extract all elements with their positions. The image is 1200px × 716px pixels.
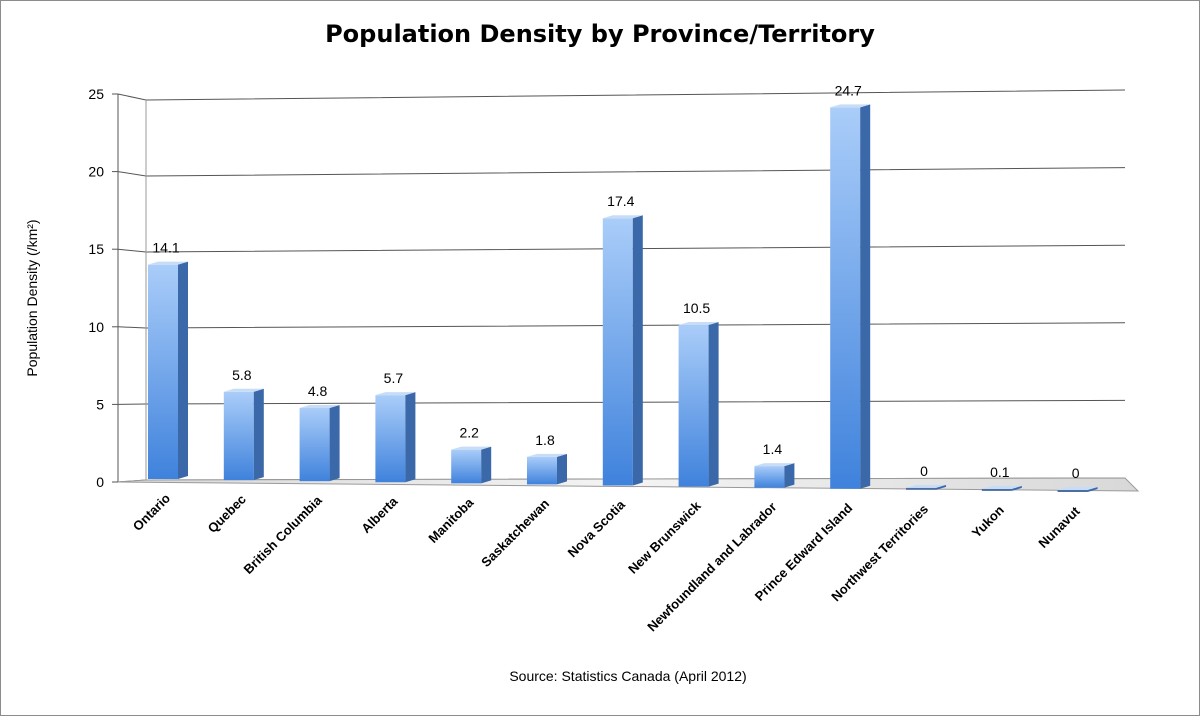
data-label: 24.7 — [835, 82, 862, 98]
x-tick-label: Nunavut — [1035, 503, 1083, 551]
y-tick-label: 20 — [88, 164, 104, 180]
bar-top-12 — [1057, 487, 1098, 490]
bar-front-11 — [981, 488, 1012, 491]
bar-front-0 — [148, 264, 178, 479]
data-label: 14.1 — [152, 240, 179, 256]
x-tick-label: Ontario — [130, 490, 173, 533]
bar-front-2 — [299, 407, 330, 482]
bar-top-11 — [981, 485, 1022, 489]
bar-front-9 — [830, 107, 861, 489]
bar-top-9 — [830, 104, 871, 108]
y-tick-label: 15 — [88, 241, 104, 257]
bar-top-8 — [754, 463, 795, 467]
gridline — [117, 89, 1126, 101]
y-tick-label: 5 — [96, 396, 104, 412]
bar-top-4 — [451, 446, 492, 450]
bar-side-10 — [936, 484, 946, 490]
y-tick-label: 10 — [88, 319, 104, 335]
x-tick-label: New Brunswick — [625, 498, 704, 577]
data-label: 0.1 — [990, 464, 1010, 480]
x-tick-label: Alberta — [358, 493, 401, 536]
bar-front-8 — [754, 466, 785, 488]
source-note: Source: Statistics Canada (April 2012) — [509, 668, 747, 684]
x-tick-label: Manitoba — [425, 494, 476, 545]
bar-side-2 — [329, 404, 340, 482]
bar-side-4 — [481, 446, 492, 484]
data-label: 1.4 — [763, 441, 783, 457]
data-label: 0 — [1072, 465, 1080, 481]
bar-side-9 — [860, 104, 871, 489]
bar-top-10 — [906, 484, 946, 488]
bar-front-5 — [527, 456, 557, 485]
x-tick-label: Saskatchewan — [478, 496, 552, 570]
bar-front-10 — [906, 487, 936, 490]
bar-front-1 — [223, 391, 254, 481]
bar-front-3 — [375, 395, 406, 483]
data-label: 1.8 — [535, 432, 555, 448]
y-tick-label: 25 — [88, 86, 104, 102]
bar-front-6 — [602, 218, 633, 486]
bar-side-0 — [178, 261, 188, 479]
x-tick-label: Yukon — [969, 502, 1007, 540]
gridline — [117, 167, 1126, 177]
bar-top-0 — [148, 261, 188, 265]
data-label: 2.2 — [459, 425, 479, 441]
bar-side-3 — [405, 392, 416, 483]
x-tick-label: Quebec — [205, 492, 249, 536]
bar-top-2 — [299, 404, 340, 408]
bar-side-6 — [632, 215, 643, 486]
data-label: 5.8 — [232, 367, 252, 383]
data-label: 5.7 — [384, 370, 404, 386]
bar-side-12 — [1087, 487, 1098, 492]
bar-side-5 — [557, 453, 567, 485]
bar-front-4 — [451, 449, 482, 484]
bar-side-11 — [1011, 485, 1022, 491]
bar-front-7 — [678, 325, 709, 487]
bar-top-3 — [375, 392, 416, 396]
x-tick-label: Newfoundland and Labrador — [644, 499, 779, 634]
bar-top-1 — [223, 388, 264, 392]
x-tick-label: British Columbia — [241, 492, 326, 577]
bar-top-7 — [678, 322, 719, 326]
data-label: 10.5 — [683, 300, 710, 316]
data-label: 17.4 — [607, 193, 634, 209]
y-tick-label: 0 — [96, 474, 104, 490]
bar-side-7 — [708, 322, 719, 487]
bar-top-6 — [602, 215, 643, 219]
bar-front-12 — [1057, 490, 1088, 492]
bar-top-5 — [527, 453, 567, 457]
bar-side-1 — [253, 388, 264, 481]
chart-title: Population Density by Province/Territory — [325, 20, 875, 48]
data-label: 4.8 — [308, 383, 328, 399]
x-tick-label: Nova Scotia — [565, 496, 629, 560]
data-label: 0 — [920, 463, 928, 479]
bar-side-8 — [784, 463, 795, 488]
